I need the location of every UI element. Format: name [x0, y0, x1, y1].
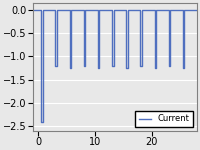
Current: [141, 9, 143, 11]
Current: [141, 9, 143, 11]
Line: Current: Current: [33, 10, 197, 122]
Current: [83, 9, 85, 11]
Current: [196, 9, 198, 11]
Current: [40, 121, 42, 123]
Current: [41, 121, 44, 123]
Legend: Current: Current: [135, 111, 193, 127]
Current: [31, 9, 34, 11]
Current: [98, 9, 101, 11]
Current: [41, 9, 44, 11]
